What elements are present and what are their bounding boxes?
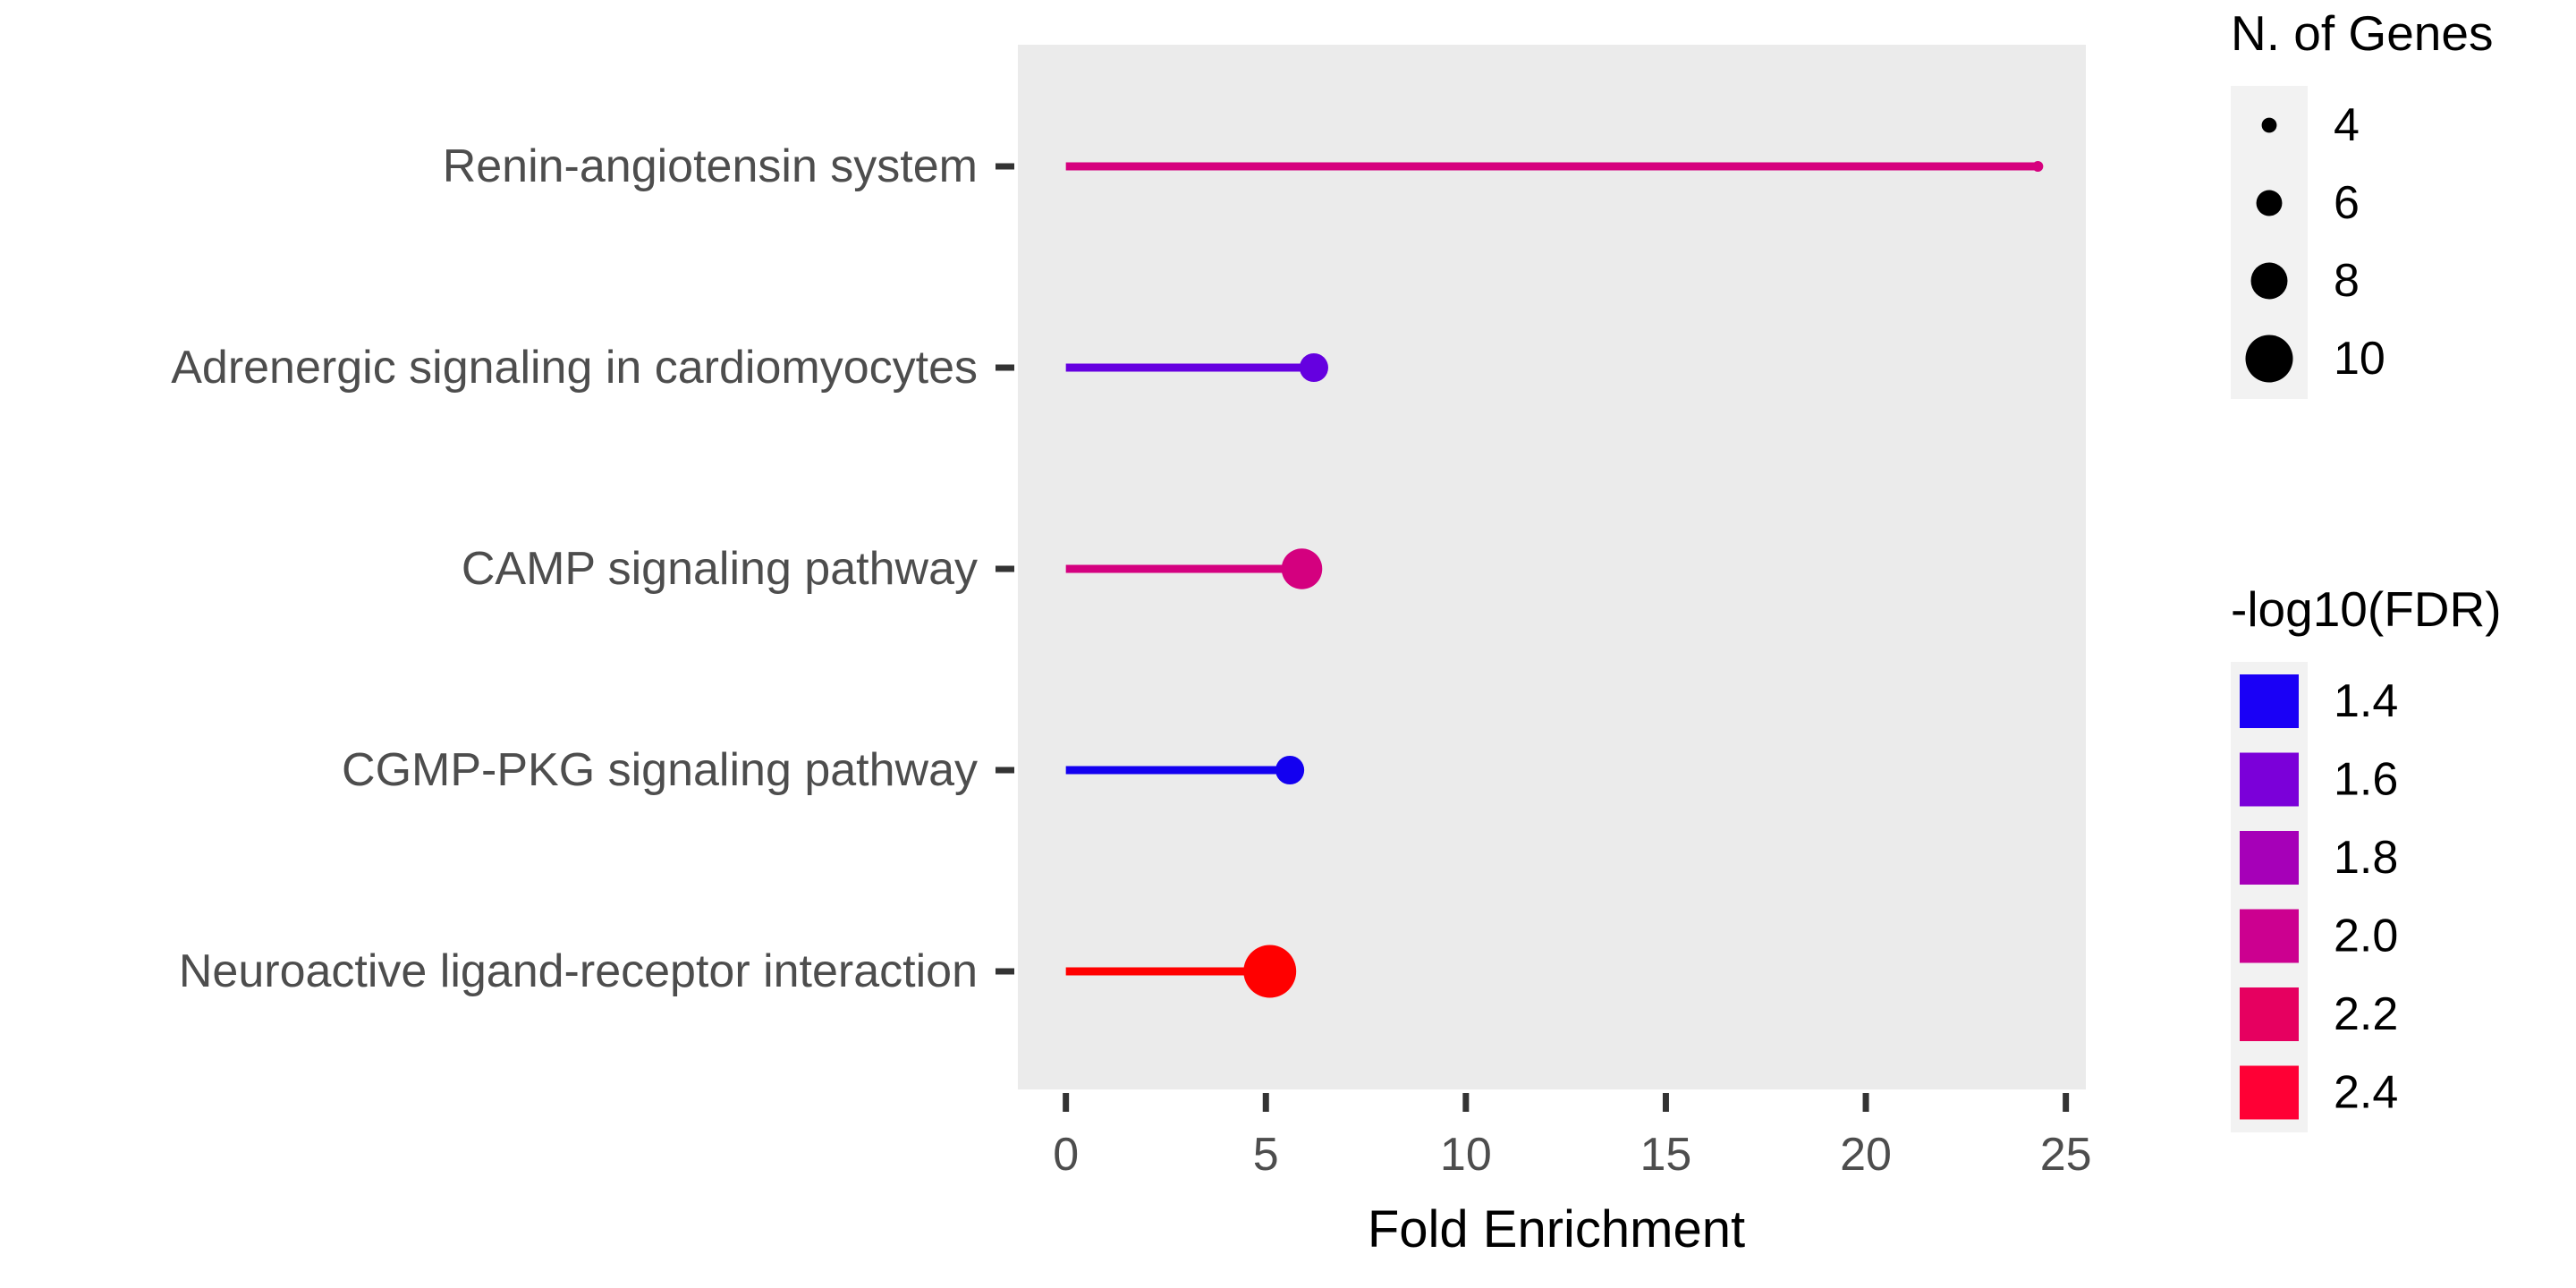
y-tick-label: Neuroactive ligand-receptor interaction [179,945,978,997]
color-legend-key-dot [2245,755,2293,804]
color-legend-key-dot [2245,834,2293,882]
size-legend-key [2250,262,2288,300]
size-legend-key [2261,117,2277,133]
color-legend-key-dot [2245,911,2293,961]
x-tick-label: 15 [1640,1129,1692,1181]
color-legend-label: 1.6 [2334,754,2398,806]
size-legend-label: 8 [2334,255,2360,307]
size-legend-title: N. of Genes [2231,5,2493,61]
color-legend-label: 2.4 [2334,1067,2398,1119]
color-legend-key-dot [2245,990,2293,1038]
y-tick-label: Renin-angiotensin system [443,140,978,192]
color-legend-label: 2.2 [2334,988,2398,1040]
x-tick-label: 0 [1053,1129,1079,1181]
y-axis: Renin-angiotensin system Adrenergic signa… [171,140,1014,997]
lollipop-point [1281,548,1323,589]
size-legend-key [2245,335,2293,383]
size-legend: N. of Genes 4 6 8 10 [2231,5,2493,399]
lollipop-point [1243,945,1297,998]
y-tick-label: CAMP signaling pathway [462,543,978,595]
size-legend-key [2256,190,2283,216]
lollipop-point [1299,352,1328,383]
color-legend-key-dot [2245,1068,2293,1117]
x-axis: 0 5 10 15 20 25 [1053,1093,2092,1181]
color-legend-label: 1.4 [2334,675,2398,727]
size-legend-label: 4 [2334,99,2360,151]
x-axis-title: Fold Enrichment [1368,1200,1745,1258]
x-tick-label: 5 [1253,1129,1279,1181]
lollipop-point [2032,161,2044,172]
y-tick-label: Adrenergic signaling in cardiomyocytes [171,342,978,394]
chart-marks [1065,161,2044,998]
x-tick-label: 25 [2040,1129,2092,1181]
y-tick-label: CGMP-PKG signaling pathway [342,744,978,796]
color-legend-label: 2.0 [2334,911,2398,962]
x-tick-label: 10 [1440,1129,1492,1181]
color-legend-label: 1.8 [2334,832,2398,884]
size-legend-label: 6 [2334,177,2360,229]
size-legend-label: 10 [2334,333,2385,385]
x-tick-label: 20 [1840,1129,1892,1181]
color-legend-key-background [2231,662,2308,1132]
lollipop-point [1275,755,1305,785]
color-legend-title: -log10(FDR) [2231,581,2502,637]
color-legend: -log10(FDR) 1.4 1.6 1.8 2.0 2.2 2.4 [2231,581,2502,1132]
color-legend-key-dot [2245,677,2293,725]
